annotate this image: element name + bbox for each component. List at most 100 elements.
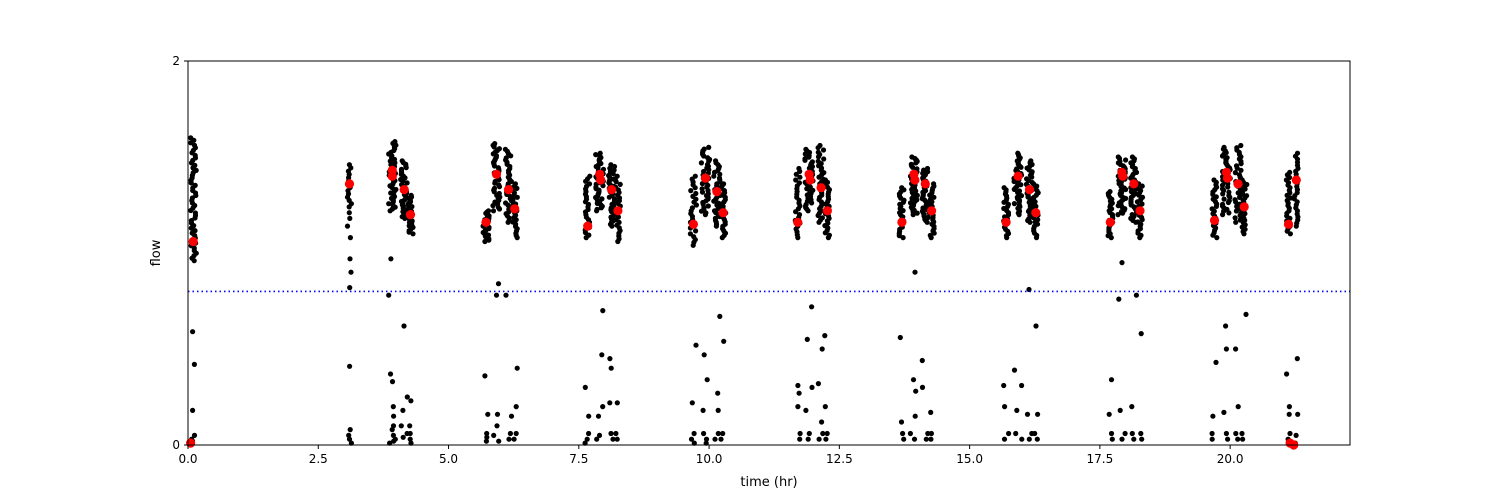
data-point [693, 342, 699, 348]
data-point [797, 436, 803, 442]
data-point [907, 430, 914, 437]
data-point [188, 135, 194, 141]
data-point [599, 196, 605, 202]
data-point [796, 165, 802, 172]
data-point [1011, 201, 1018, 207]
data-point [1015, 150, 1021, 156]
data-point [584, 436, 590, 442]
data-point [1001, 205, 1007, 212]
data-point [492, 141, 498, 147]
data-point [712, 215, 719, 221]
data-point [1119, 260, 1125, 266]
data-point [485, 411, 491, 417]
data-point [1223, 346, 1229, 352]
data-point [1244, 193, 1250, 199]
data-point [897, 334, 903, 341]
data-point [347, 285, 353, 291]
summary-point [1283, 219, 1294, 229]
summary-point [897, 217, 907, 227]
data-point [795, 404, 801, 410]
data-point [1115, 212, 1121, 218]
data-point [1109, 436, 1115, 442]
data-point [700, 407, 706, 413]
summary-point [805, 175, 815, 185]
data-point [408, 440, 414, 446]
data-point [795, 382, 801, 389]
summary-point [1118, 171, 1128, 181]
data-point [717, 171, 723, 177]
data-point [698, 160, 705, 166]
data-point [1001, 436, 1008, 442]
x-tick-label: 20.0 [1217, 452, 1244, 466]
data-point [928, 436, 934, 442]
data-point [614, 400, 620, 406]
data-point [1209, 430, 1215, 437]
data-point [1243, 311, 1249, 317]
data-point [348, 269, 354, 275]
data-point [715, 390, 721, 396]
data-point [805, 436, 811, 442]
data-point [613, 430, 619, 437]
summary-point [700, 173, 711, 183]
data-point [701, 352, 707, 358]
data-point [346, 436, 353, 442]
data-point [701, 168, 707, 175]
data-point [391, 438, 397, 444]
data-point [1033, 323, 1039, 329]
data-point [923, 436, 929, 442]
data-point [586, 430, 592, 437]
data-point [1019, 382, 1025, 389]
summary-point [688, 219, 699, 229]
data-point [931, 194, 937, 200]
data-point [1221, 196, 1227, 202]
data-point [822, 333, 828, 339]
data-point [346, 210, 352, 216]
data-point [493, 292, 500, 298]
summary-point [344, 179, 355, 189]
data-point [404, 394, 410, 400]
data-point [1133, 292, 1139, 298]
data-point [485, 232, 492, 238]
data-point [1209, 436, 1215, 442]
data-point [482, 373, 488, 379]
data-point [1223, 430, 1229, 437]
summary-point [510, 204, 520, 214]
data-point [1239, 430, 1245, 437]
data-point [483, 438, 489, 444]
summary-point [1135, 206, 1145, 216]
data-point [928, 409, 934, 415]
data-point [720, 430, 726, 437]
data-point [514, 365, 520, 371]
data-point [593, 152, 599, 158]
data-point [802, 156, 808, 162]
data-point [1028, 158, 1034, 164]
data-point [495, 281, 502, 287]
data-point [594, 436, 600, 442]
x-tick-label: 2.5 [309, 452, 328, 466]
data-point [491, 185, 498, 191]
data-point [389, 379, 396, 385]
data-point [607, 400, 613, 406]
data-point [1138, 430, 1144, 437]
summary-points [186, 165, 1301, 450]
data-point [1284, 371, 1290, 377]
data-point [1210, 413, 1216, 419]
summary-point [1013, 171, 1023, 181]
data-point [821, 156, 827, 162]
data-point [1235, 436, 1241, 442]
data-point [400, 407, 406, 413]
data-point [404, 180, 410, 186]
data-point [705, 203, 711, 209]
data-point [910, 377, 917, 383]
data-point [701, 146, 707, 152]
data-point [508, 413, 515, 419]
data-point [701, 430, 707, 437]
data-point [1129, 404, 1135, 410]
data-point [582, 440, 588, 446]
data-point [819, 215, 826, 221]
data-point [706, 144, 712, 150]
summary-point [399, 185, 409, 195]
data-point [804, 336, 810, 342]
